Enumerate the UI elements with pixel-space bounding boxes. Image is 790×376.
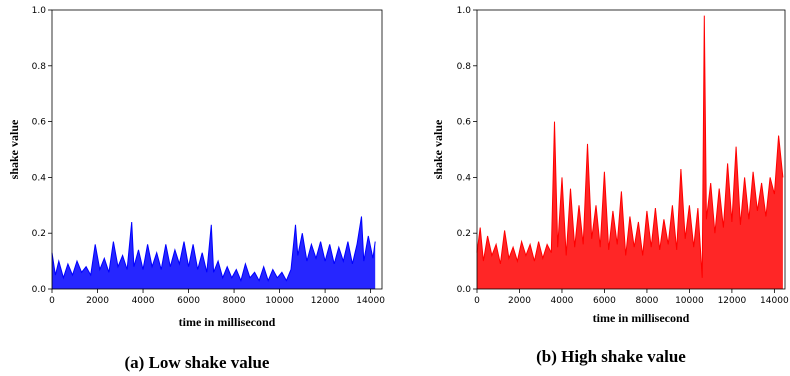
x-tick-label: 14000 bbox=[356, 296, 385, 306]
figure-caption: (a) Low shake value bbox=[125, 353, 270, 372]
y-tick-label: 0.6 bbox=[457, 118, 472, 128]
x-tick-label: 10000 bbox=[265, 296, 294, 306]
figure-caption: (b) High shake value bbox=[536, 347, 686, 366]
series-area bbox=[477, 15, 783, 289]
x-tick-label: 12000 bbox=[718, 296, 747, 306]
y-tick-label: 1.0 bbox=[32, 6, 47, 16]
x-tick-label: 6000 bbox=[177, 296, 200, 306]
x-tick-label: 6000 bbox=[593, 296, 616, 306]
y-axis-label: shake value bbox=[7, 119, 21, 179]
y-tick-label: 0.2 bbox=[32, 229, 46, 239]
x-tick-label: 4000 bbox=[551, 296, 574, 306]
x-axis-label: time in millisecond bbox=[179, 315, 276, 329]
x-tick-label: 8000 bbox=[635, 296, 658, 306]
x-tick-label: 14000 bbox=[760, 296, 789, 306]
chart-panel-0: 0 2000 4000 6000 8000 10000 12000 14000 0.0 0.2 0.… bbox=[7, 6, 385, 372]
x-tick-label: 8000 bbox=[223, 296, 246, 306]
y-tick-label: 0.6 bbox=[32, 118, 47, 128]
y-tick-label: 0.8 bbox=[32, 62, 47, 72]
y-tick-label: 0.0 bbox=[457, 285, 472, 295]
y-tick-label: 0.4 bbox=[32, 173, 47, 183]
x-tick-label: 12000 bbox=[311, 296, 340, 306]
y-tick-label: 0.0 bbox=[32, 285, 47, 295]
y-tick-label: 1.0 bbox=[457, 6, 472, 16]
y-tick-label: 0.8 bbox=[457, 62, 472, 72]
y-tick-label: 0.2 bbox=[457, 229, 471, 239]
x-tick-label: 2000 bbox=[86, 296, 109, 306]
series-line bbox=[51, 216, 376, 283]
plot-frame bbox=[476, 9, 786, 290]
x-tick-label: 0 bbox=[474, 296, 480, 306]
x-tick-label: 10000 bbox=[675, 296, 704, 306]
x-tick-label: 2000 bbox=[508, 296, 531, 306]
series-line bbox=[476, 15, 784, 278]
y-tick-label: 0.4 bbox=[457, 173, 472, 183]
x-tick-label: 0 bbox=[49, 296, 55, 306]
series-area bbox=[52, 216, 376, 289]
plot-frame bbox=[51, 9, 383, 290]
x-axis-label: time in millisecond bbox=[593, 311, 690, 325]
chart-panel-1: 0 2000 4000 6000 8000 10000 12000 14000 0.0 0.2 0.… bbox=[431, 6, 789, 366]
y-axis-label: shake value bbox=[431, 119, 445, 179]
x-tick-label: 4000 bbox=[132, 296, 155, 306]
